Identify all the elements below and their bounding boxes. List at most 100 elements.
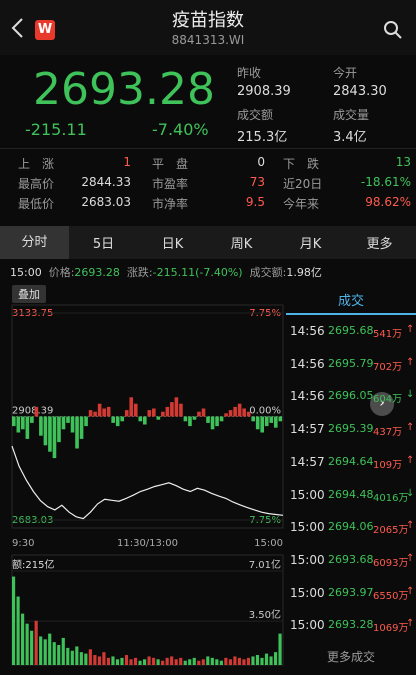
volume-bar <box>102 652 106 665</box>
info-amount: 1.98亿 <box>286 266 322 279</box>
flow-bar <box>228 410 233 417</box>
trade-price: 2693.97 <box>328 585 374 599</box>
tab[interactable]: 月K <box>299 237 322 252</box>
trade-time: 15:00 <box>290 585 325 600</box>
volume-bar <box>25 623 29 665</box>
volume-bar <box>183 660 187 665</box>
trade-price: 2694.64 <box>328 454 374 468</box>
change-pct: -7.40% <box>152 120 209 139</box>
flow-bar <box>97 403 102 417</box>
flow-bar <box>251 416 255 422</box>
volume-bar <box>75 646 79 665</box>
volume-bar <box>97 656 101 665</box>
flow-bar <box>52 416 57 459</box>
tab[interactable]: 5日 <box>92 237 115 252</box>
volume-bar <box>165 657 169 665</box>
volume-bar <box>201 659 205 665</box>
intraday-chart: 3133.75 7.75%2908.39 0.00%2683.03 -7.75%9:3… <box>11 304 284 666</box>
volume-bar <box>57 645 61 665</box>
volume-bar <box>133 657 138 665</box>
stat-label: 平 盘 <box>152 157 189 171</box>
trade-price: 2693.28 <box>328 618 374 632</box>
stat-label: 最低价 <box>18 197 55 211</box>
header <box>0 0 416 55</box>
tab[interactable]: 更多 <box>366 237 393 252</box>
volume-bar <box>30 630 34 665</box>
field-label: 成交额 <box>237 108 274 122</box>
flow-bar <box>133 403 138 417</box>
time-label: 11:30/13:00 <box>117 538 178 549</box>
back-button[interactable] <box>10 17 26 39</box>
search-button[interactable] <box>383 20 403 40</box>
volume-bar <box>156 659 160 665</box>
flow-bar <box>269 416 274 423</box>
trade-arrow: ↑ <box>406 356 415 368</box>
trade-price: 2694.06 <box>328 520 374 534</box>
trade-price: 2695.79 <box>328 356 374 370</box>
volume-bar <box>106 657 111 665</box>
volume-bar <box>233 656 237 665</box>
flow-bar <box>61 416 66 430</box>
flow-bar <box>66 416 70 423</box>
stat-value: -18.61% <box>360 175 411 189</box>
trade-arrow: ↓ <box>406 389 415 401</box>
volume-bar <box>84 653 88 665</box>
overlay-button[interactable]: 叠加 <box>12 285 46 303</box>
field-value: 2908.39 <box>237 84 291 99</box>
flow-bar <box>224 413 228 417</box>
volume-label: 额:215亿 <box>12 558 54 571</box>
stat-label: 上 涨 <box>18 157 55 171</box>
volume-bar <box>269 656 273 665</box>
trade-volume: 541万 <box>373 329 403 340</box>
volume-bar <box>93 655 97 665</box>
info-change: -215.11(-7.40%) <box>152 266 243 279</box>
field-label: 成交量 <box>333 108 370 122</box>
volume-bar <box>12 576 16 665</box>
flow-bar <box>111 416 115 423</box>
stat-label: 近20日 <box>283 177 323 191</box>
trade-arrow: ↑ <box>406 422 415 434</box>
flow-bar <box>264 416 269 427</box>
flow-bar <box>188 416 192 427</box>
stat-label: 下 跌 <box>283 157 320 171</box>
flow-bar <box>129 397 134 417</box>
flow-bar <box>79 416 84 439</box>
stat-value: 1 <box>123 155 131 169</box>
trade-arrow: ↑ <box>406 324 415 335</box>
volume-axis-label: 3.50亿 <box>249 608 281 621</box>
flow-bar <box>219 416 224 422</box>
flow-bar <box>183 416 188 422</box>
stat-label: 市净率 <box>152 197 189 211</box>
volume-bar <box>219 660 223 665</box>
trade-arrow: ↑ <box>406 552 415 564</box>
trade-price: 2696.05 <box>328 389 374 403</box>
flow-bar <box>34 406 39 417</box>
flow-bar <box>201 408 206 417</box>
volume-bar <box>246 657 251 665</box>
expand-button[interactable]: › <box>370 392 394 416</box>
trade-volume: 109万 <box>373 459 403 471</box>
flow-bar <box>242 408 246 417</box>
flow-bar <box>93 411 97 417</box>
flow-bar <box>30 416 34 423</box>
stat-value: 98.62% <box>365 195 411 209</box>
more-trades[interactable]: 更多成交 <box>326 650 375 664</box>
trade-arrow: ↑ <box>406 520 415 532</box>
flow-bar <box>43 416 48 446</box>
volume-bar <box>152 657 156 665</box>
tab[interactable]: 日K <box>161 237 184 252</box>
app-icon[interactable]: W <box>35 20 55 40</box>
trade-volume: 437万 <box>373 427 403 439</box>
trades-tab[interactable]: 成交 <box>286 290 416 315</box>
trade-arrow: ↑ <box>406 585 415 597</box>
tab[interactable]: 周K <box>230 237 253 252</box>
tab[interactable]: 分时 <box>0 226 69 259</box>
flow-bar <box>210 416 215 430</box>
volume-bar <box>34 620 38 665</box>
trade-volume: 6093万 <box>373 557 409 569</box>
stat-label: 最高价 <box>18 177 55 191</box>
volume-bar <box>161 660 165 665</box>
volume-bar <box>70 650 74 665</box>
field-value: 3.4亿 <box>333 130 367 145</box>
